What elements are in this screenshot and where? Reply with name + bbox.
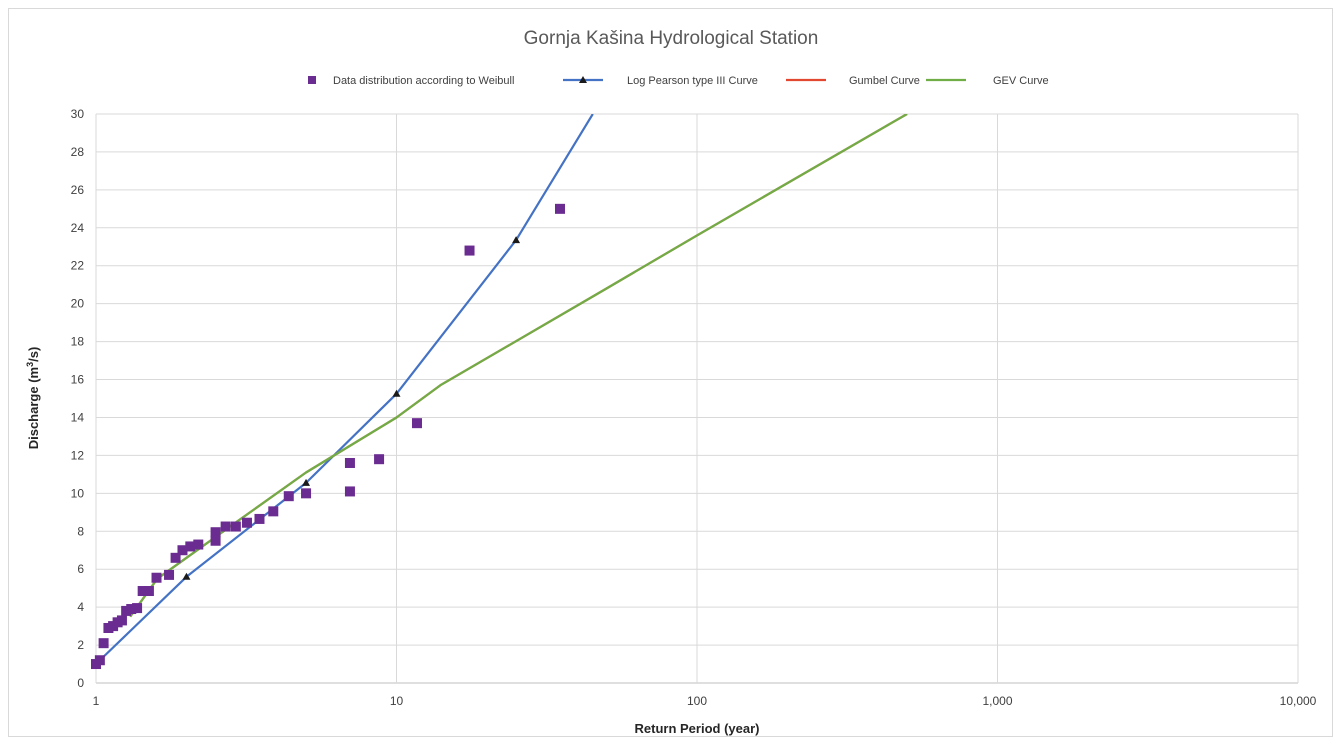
weibull-point [344,486,355,497]
y-axis-title-sup: 3 [25,362,35,367]
weibull-point [230,521,241,532]
weibull-point [210,527,221,538]
weibull-point [374,454,385,465]
weibull-point [193,539,204,550]
x-tick-label: 100 [687,694,707,708]
weibull-point [241,517,252,528]
weibull-point [283,491,294,502]
weibull-point [344,457,355,468]
weibull-point [554,203,565,214]
chart-title: Gornja Kašina Hydrological Station [524,28,819,49]
legend-symbol [308,76,316,84]
weibull-point [268,506,279,517]
y-tick-label: 8 [77,524,84,538]
weibull-point [143,586,154,597]
y-tick-label: 16 [71,373,85,387]
weibull-point [464,245,475,256]
lp3-marker [392,389,401,397]
y-tick-label: 12 [71,448,85,462]
y-tick-label: 4 [77,600,84,614]
weibull-point [98,638,109,649]
x-tick-label: 1 [93,694,100,708]
y-tick-label: 20 [71,297,85,311]
weibull-point [185,541,196,552]
lp3-marker [182,572,191,580]
lp3-marker [302,478,311,486]
legend-label: Log Pearson type III Curve [627,75,758,87]
series-points [91,203,565,670]
x-tick-label: 10 [390,694,404,708]
legend-label: Data distribution according to Weibull [333,75,514,87]
chart-frame [8,8,1333,737]
x-axis-title: Return Period (year) [635,721,760,736]
weibull-point [132,603,143,614]
x-tick-labels: 1 10 100 1,000 10,000 [93,694,1317,708]
y-tick-label: 22 [71,259,85,273]
y-axis-title-tail: /s) [26,347,41,362]
lp3-marker [512,236,521,244]
weibull-point [210,535,221,546]
y-axis-title: Discharge (m3/s) [25,347,41,450]
legend-label: Gumbel Curve [849,75,920,87]
weibull-point [126,604,137,615]
weibull-point [254,513,265,524]
weibull-point [116,615,127,626]
weibull-point [94,655,105,666]
weibull-point [170,552,181,563]
weibull-point [137,586,148,597]
y-tick-label: 14 [71,410,85,424]
legend-marker [579,76,587,83]
legend-label: GEV Curve [993,75,1049,87]
y-tick-label: 24 [71,221,85,235]
y-axis-title-main: Discharge (m [26,367,41,449]
weibull-point [301,488,312,499]
series-line-log-pearson-type-iii-curve [96,114,594,665]
weibull-point [220,521,231,532]
x-tick-label: 10,000 [1280,694,1317,708]
x-tick-label: 1,000 [982,694,1012,708]
y-tick-label: 2 [77,638,84,652]
series-line-gev-curve [129,114,908,618]
y-tick-label: 30 [71,107,85,121]
legend: Data distribution according to Weibull Lo… [308,75,1049,87]
weibull-point [151,572,162,583]
series-lines [96,114,908,665]
weibull-point [177,545,188,556]
y-tick-label: 26 [71,183,85,197]
y-tick-label: 18 [71,335,85,349]
weibull-point [164,569,175,580]
weibull-point [121,605,132,616]
y-tick-label: 10 [71,486,85,500]
y-tick-label: 28 [71,145,85,159]
y-tick-label: 0 [77,676,84,690]
grid [95,113,1299,684]
y-tick-label: 6 [77,562,84,576]
weibull-point [411,418,422,429]
